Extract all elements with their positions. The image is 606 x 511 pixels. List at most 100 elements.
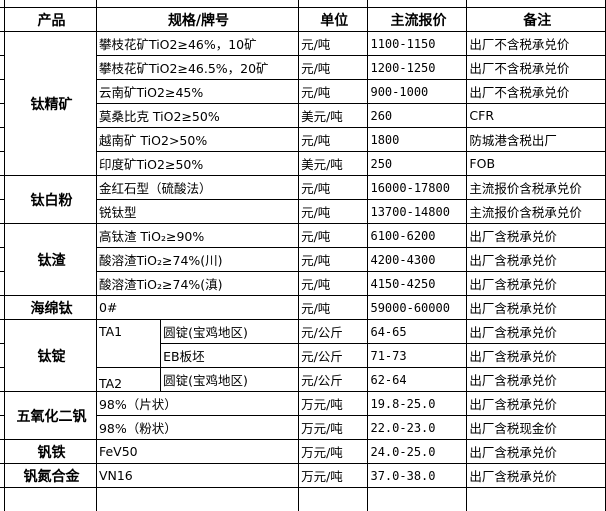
product-cell[interactable]: 钛白粉	[5, 176, 97, 224]
price-cell[interactable]: 24.0-25.0	[368, 440, 467, 464]
note-cell[interactable]: 防城港含税出厂	[467, 128, 606, 152]
header-price[interactable]: 主流报价	[368, 8, 467, 32]
unit-cell[interactable]: 万元/吨	[299, 392, 368, 416]
unit-cell[interactable]: 元/吨	[299, 56, 368, 80]
note-cell[interactable]: 出厂含税承兑价	[467, 368, 606, 392]
spec-cell[interactable]: 莫桑比克 TiO2≥50%	[96, 104, 298, 128]
note-cell[interactable]: FOB	[467, 152, 606, 176]
unit-cell[interactable]: 美元/吨	[299, 152, 368, 176]
unit-cell[interactable]: 元/吨	[299, 296, 368, 320]
product-cell[interactable]: 五氧化二钒	[5, 392, 97, 440]
spec-cell[interactable]: 98%（粉状）	[96, 416, 298, 440]
note-cell[interactable]: 出厂不含税承兑价	[467, 56, 606, 80]
unit-cell[interactable]: 万元/吨	[299, 416, 368, 440]
price-cell[interactable]: 22.0-23.0	[368, 416, 467, 440]
note-cell[interactable]: 主流报价含税承兑价	[467, 200, 606, 224]
note-cell[interactable]: CFR	[467, 104, 606, 128]
note-cell[interactable]: 出厂含税承兑价	[467, 248, 606, 272]
cell[interactable]	[368, 0, 467, 8]
product-cell[interactable]: 钒氮合金	[5, 464, 97, 488]
cell[interactable]	[467, 0, 606, 8]
price-cell[interactable]: 250	[368, 152, 467, 176]
spec-cell[interactable]: 越南矿 TiO2>50%	[96, 128, 298, 152]
note-cell[interactable]: 出厂不含税承兑价	[467, 80, 606, 104]
spec-cell[interactable]: VN16	[96, 464, 298, 488]
spec-cell[interactable]: 圆锭(宝鸡地区)	[161, 368, 299, 392]
price-cell[interactable]: 1800	[368, 128, 467, 152]
spec-cell[interactable]: 圆锭(宝鸡地区)	[161, 320, 299, 344]
note-cell[interactable]: 出厂含税承兑价	[467, 464, 606, 488]
price-cell[interactable]: 1200-1250	[368, 56, 467, 80]
unit-cell[interactable]: 万元/吨	[299, 464, 368, 488]
product-cell[interactable]: 钛渣	[5, 224, 97, 296]
spec-cell[interactable]: 酸溶渣TiO₂≥74%(川)	[96, 248, 298, 272]
product-cell[interactable]: 钛精矿	[5, 32, 97, 176]
spec-cell[interactable]: FeV50	[96, 440, 298, 464]
header-product[interactable]: 产品	[5, 8, 97, 32]
product-cell[interactable]: 钒铁	[5, 440, 97, 464]
note-cell[interactable]: 出厂含税承兑价	[467, 320, 606, 344]
unit-cell[interactable]: 元/吨	[299, 176, 368, 200]
note-cell[interactable]: 出厂含税承兑价	[467, 344, 606, 368]
header-spec[interactable]: 规格/牌号	[96, 8, 298, 32]
price-cell[interactable]: 6100-6200	[368, 224, 467, 248]
unit-cell[interactable]: 元/吨	[299, 128, 368, 152]
spec-cell[interactable]: 锐钛型	[96, 200, 298, 224]
empty-cell[interactable]	[299, 488, 368, 511]
price-cell[interactable]: 64-65	[368, 320, 467, 344]
cell[interactable]	[299, 0, 368, 8]
header-unit[interactable]: 单位	[299, 8, 368, 32]
spec-cell[interactable]: 金红石型（硫酸法）	[96, 176, 298, 200]
unit-cell[interactable]: 美元/吨	[299, 104, 368, 128]
price-cell[interactable]: 16000-17800	[368, 176, 467, 200]
unit-cell[interactable]: 元/吨	[299, 224, 368, 248]
empty-cell[interactable]	[5, 488, 97, 511]
note-cell[interactable]: 出厂含税承兑价	[467, 224, 606, 248]
price-cell[interactable]: 260	[368, 104, 467, 128]
price-cell[interactable]: 1100-1150	[368, 32, 467, 56]
grade-cell[interactable]: TA2	[96, 368, 160, 392]
unit-cell[interactable]: 元/公斤	[299, 320, 368, 344]
unit-cell[interactable]: 元/吨	[299, 80, 368, 104]
spec-cell[interactable]: 98%（片状）	[96, 392, 298, 416]
unit-cell[interactable]: 元/公斤	[299, 344, 368, 368]
unit-cell[interactable]: 元/吨	[299, 32, 368, 56]
note-cell[interactable]: 出厂含税承兑价	[467, 296, 606, 320]
price-cell[interactable]: 900-1000	[368, 80, 467, 104]
unit-cell[interactable]: 万元/吨	[299, 440, 368, 464]
price-cell[interactable]: 62-64	[368, 368, 467, 392]
spec-cell[interactable]: 攀枝花矿TiO2≥46%，10矿	[96, 32, 298, 56]
note-cell[interactable]: 主流报价含税承兑价	[467, 176, 606, 200]
price-cell[interactable]: 4200-4300	[368, 248, 467, 272]
price-cell[interactable]: 19.8-25.0	[368, 392, 467, 416]
spec-cell[interactable]: 攀枝花矿TiO2≥46.5%，20矿	[96, 56, 298, 80]
price-cell[interactable]: 71-73	[368, 344, 467, 368]
product-cell[interactable]: 钛锭	[5, 320, 97, 392]
price-cell[interactable]: 59000-60000	[368, 296, 467, 320]
spec-cell[interactable]: 0#	[96, 296, 298, 320]
grade-cell[interactable]: TA1	[96, 320, 160, 368]
cell[interactable]	[96, 0, 298, 8]
unit-cell[interactable]: 元/吨	[299, 272, 368, 296]
note-cell[interactable]: 出厂含税承兑价	[467, 392, 606, 416]
spec-cell[interactable]: 高钛渣 TiO₂≥90%	[96, 224, 298, 248]
spec-cell[interactable]: 印度矿TiO2≥50%	[96, 152, 298, 176]
price-cell[interactable]: 4150-4250	[368, 272, 467, 296]
price-cell[interactable]: 37.0-38.0	[368, 464, 467, 488]
empty-cell[interactable]	[467, 488, 606, 511]
note-cell[interactable]: 出厂含税承兑价	[467, 272, 606, 296]
spec-cell[interactable]: EB板坯	[161, 344, 299, 368]
spec-cell[interactable]: 酸溶渣TiO₂≥74%(滇)	[96, 272, 298, 296]
header-note[interactable]: 备注	[467, 8, 606, 32]
unit-cell[interactable]: 元/公斤	[299, 368, 368, 392]
note-cell[interactable]: 出厂含税现金价	[467, 416, 606, 440]
empty-cell[interactable]	[368, 488, 467, 511]
price-cell[interactable]: 13700-14800	[368, 200, 467, 224]
unit-cell[interactable]: 元/吨	[299, 248, 368, 272]
note-cell[interactable]: 出厂不含税承兑价	[467, 32, 606, 56]
note-cell[interactable]: 出厂含税承兑价	[467, 440, 606, 464]
product-cell[interactable]: 海绵钛	[5, 296, 97, 320]
empty-cell[interactable]	[96, 488, 298, 511]
spec-cell[interactable]: 云南矿TiO2≥45%	[96, 80, 298, 104]
cell[interactable]	[5, 0, 97, 8]
